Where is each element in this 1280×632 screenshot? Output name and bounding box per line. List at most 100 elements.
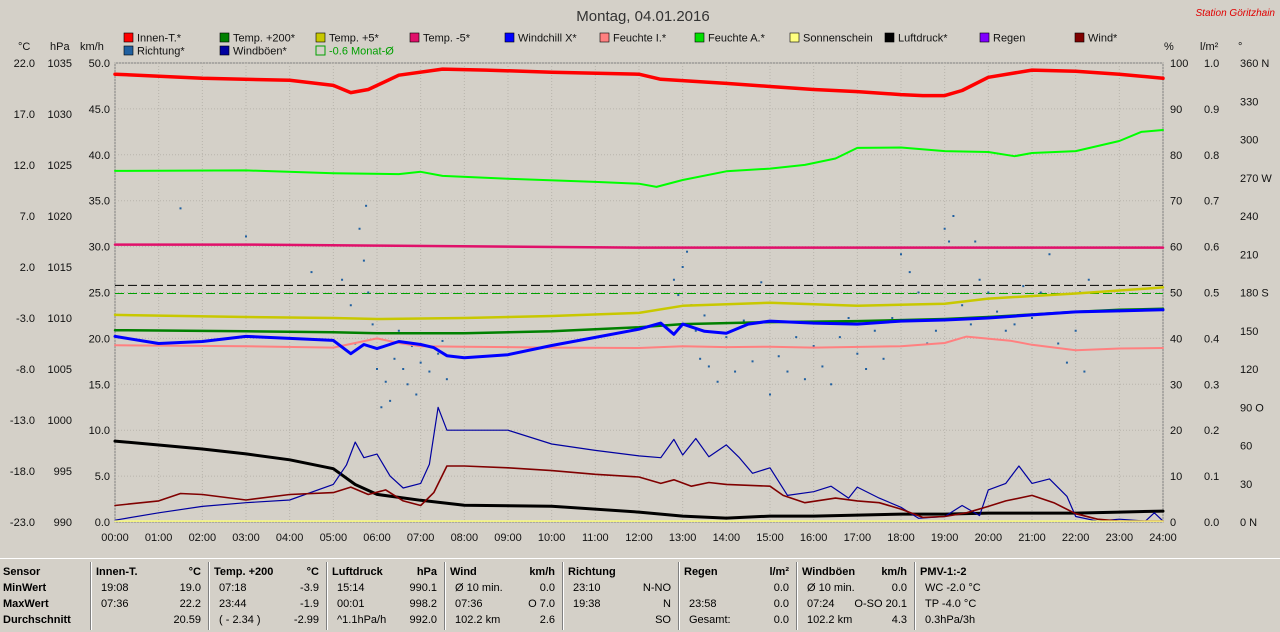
direction-point bbox=[725, 336, 728, 339]
stats-column-title: Windböen bbox=[802, 566, 856, 578]
direction-point bbox=[987, 291, 990, 294]
stats-column-title: Wind bbox=[450, 566, 477, 578]
direction-tick: 300 bbox=[1240, 135, 1258, 147]
stats-cell-time: Gesamt: bbox=[689, 614, 731, 626]
stats-column-title: Luftdruck bbox=[332, 566, 383, 578]
wind-tick: 35.0 bbox=[89, 196, 110, 208]
direction-point bbox=[393, 357, 396, 360]
stats-column-unit: km/h bbox=[881, 566, 907, 578]
stats-cell-row: Ø 10 min. 0.0 bbox=[797, 580, 911, 596]
stats-column-header: Luftdruck hPa bbox=[327, 564, 441, 580]
stats-column: Luftdruck hPa 15:14 990.1 00:01 998.2 ^1.1hPa/… bbox=[326, 562, 441, 630]
rain-tick: 0.7 bbox=[1204, 196, 1219, 208]
stats-column: Wind km/h Ø 10 min. 0.0 07:36 O 7.0 102.2 km 2.… bbox=[444, 562, 559, 630]
stats-cell-value: -3.9 bbox=[300, 582, 319, 594]
legend-label: Temp. -5* bbox=[423, 33, 471, 45]
stats-cell-value: 22.2 bbox=[179, 598, 201, 610]
direction-point bbox=[1022, 285, 1025, 288]
direction-point bbox=[856, 352, 859, 355]
pressure-tick: 1015 bbox=[48, 262, 72, 274]
direction-tick: 240 bbox=[1240, 211, 1258, 223]
stats-cell-row: 23:10 N-NO bbox=[563, 580, 675, 596]
rain-tick: 0.4 bbox=[1204, 333, 1219, 345]
x-tick: 04:00 bbox=[276, 532, 304, 544]
direction-point bbox=[681, 266, 684, 268]
humidity-tick: 30 bbox=[1170, 379, 1182, 391]
direction-point bbox=[1087, 278, 1090, 281]
humidity-tick: 100 bbox=[1170, 58, 1188, 70]
direction-point bbox=[948, 240, 951, 243]
stats-cell-time: ^1.1hPa/h bbox=[337, 614, 387, 626]
legend-label: Richtung* bbox=[137, 46, 185, 58]
direction-point bbox=[419, 361, 422, 364]
temp-tick: 2.0 bbox=[20, 262, 35, 274]
stats-cell-value: -2.99 bbox=[293, 614, 319, 626]
series-line bbox=[114, 335, 1164, 352]
direction-point bbox=[734, 370, 737, 373]
series-line bbox=[113, 67, 1165, 98]
station-name: Station Göritzhain bbox=[1196, 8, 1276, 19]
direction-point bbox=[415, 393, 418, 396]
pressure-tick: 1030 bbox=[48, 109, 72, 121]
temp-tick: 12.0 bbox=[14, 160, 35, 172]
direction-point bbox=[341, 278, 344, 281]
direction-point bbox=[245, 235, 247, 238]
axes: 22.0 17.0 12.0 7.0 2.0 -3.0 -8.0 -13.0 -18.0 -23.… bbox=[10, 58, 1272, 544]
wind-tick: 5.0 bbox=[95, 471, 110, 483]
series-line bbox=[114, 129, 1164, 188]
series-line bbox=[113, 308, 1165, 360]
x-tick: 06:00 bbox=[363, 532, 391, 544]
direction-point bbox=[969, 323, 972, 326]
row-label-sensor: Sensor bbox=[3, 566, 41, 578]
stats-cell-row: Ø 10 min. 0.0 bbox=[445, 580, 559, 596]
direction-tick: 360 N bbox=[1240, 58, 1269, 70]
stats-cell-row: 07:36 O 7.0 bbox=[445, 596, 559, 612]
wind-tick: 45.0 bbox=[89, 104, 110, 116]
direction-point bbox=[786, 370, 789, 373]
direction-point bbox=[952, 215, 955, 217]
stats-cell-time: 102.2 km bbox=[807, 614, 853, 626]
direction-point bbox=[358, 227, 361, 230]
x-tick: 05:00 bbox=[320, 532, 348, 544]
series-line bbox=[113, 243, 1165, 249]
direction-point bbox=[441, 339, 444, 342]
direction-point bbox=[694, 329, 697, 332]
legend-label: Innen-T.* bbox=[137, 33, 182, 45]
stats-column-unit: °C bbox=[188, 566, 201, 578]
legend-swatch bbox=[694, 32, 705, 43]
legend: Innen-T.* Temp. +200* Temp. +5* Temp. -5* Wi… bbox=[123, 32, 1118, 58]
reference-lines bbox=[115, 284, 1163, 295]
x-tick: 01:00 bbox=[145, 532, 173, 544]
x-tick: 10:00 bbox=[538, 532, 566, 544]
temp-tick: -13.0 bbox=[10, 415, 35, 427]
x-tick: 22:00 bbox=[1062, 532, 1090, 544]
x-tick: 02:00 bbox=[189, 532, 217, 544]
stats-cell-row: 07:18 -3.9 bbox=[209, 580, 323, 596]
legend-label: Temp. +5* bbox=[329, 33, 380, 45]
stats-column-title: Temp. +200 bbox=[214, 566, 274, 578]
pressure-tick: 1005 bbox=[48, 364, 72, 376]
wind-tick: 15.0 bbox=[89, 379, 110, 391]
stats-column: Regen l/m² 0.0 23:58 0.0 Gesamt: 0.0 bbox=[678, 562, 793, 630]
stats-column-header: Temp. +200 °C bbox=[209, 564, 323, 580]
direction-point bbox=[371, 323, 374, 326]
chart-title: Montag, 04.01.2016 bbox=[576, 8, 709, 25]
legend-swatch bbox=[599, 32, 610, 43]
legend-label: Temp. +200* bbox=[233, 33, 296, 45]
direction-point bbox=[703, 314, 706, 317]
stats-cell-time: 07:36 bbox=[455, 598, 483, 610]
direction-point bbox=[961, 304, 964, 307]
direction-tick: 270 W bbox=[1240, 173, 1272, 185]
pressure-tick: 990 bbox=[54, 517, 72, 529]
stats-cell-row: 15:14 990.1 bbox=[327, 580, 441, 596]
direction-point bbox=[1074, 329, 1077, 332]
row-label-min: MinWert bbox=[3, 582, 47, 594]
direction-tick: 120 bbox=[1240, 364, 1258, 376]
wind-tick: 20.0 bbox=[89, 333, 110, 345]
wind-tick: 0.0 bbox=[95, 517, 110, 529]
stats-column-unit: hPa bbox=[416, 566, 437, 578]
series-line bbox=[113, 439, 1165, 520]
humidity-tick: 80 bbox=[1170, 150, 1182, 162]
legend-label: Windchill X* bbox=[518, 33, 577, 45]
stats-cell-time: 23:58 bbox=[689, 598, 717, 610]
